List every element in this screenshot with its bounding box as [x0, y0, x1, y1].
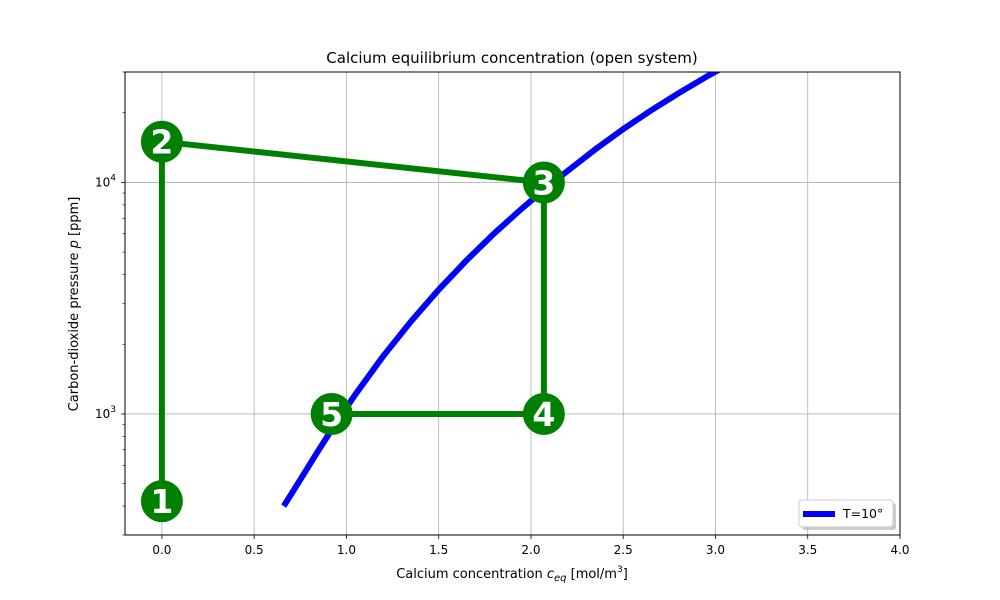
series-line [281, 72, 722, 508]
path-marker [522, 161, 565, 204]
chart-title: Calcium equilibrium concentration (open … [326, 49, 697, 67]
x-axis: 0.0 0.5 1.0 1.5 2.0 2.5 3.0 3.5 4.0 [152, 535, 910, 557]
path-marker-label: 4 [532, 395, 555, 434]
path-marker-label: 5 [320, 395, 343, 434]
path-marker [140, 120, 183, 163]
y-axis-label: Carbon-dioxide pressure p [ppm] [67, 197, 82, 412]
x-tick-label: 1.0 [337, 543, 356, 557]
x-tick-label: 3.0 [706, 543, 725, 557]
plot-area [158, 72, 722, 508]
axes-frame [124, 71, 901, 536]
x-tick-label: 2.0 [521, 543, 540, 557]
process-path-line [158, 138, 547, 502]
path-marker [522, 392, 565, 435]
path-marker-label: 3 [532, 163, 555, 202]
x-tick-label: 0.5 [245, 543, 264, 557]
x-tick-label: 2.5 [614, 543, 633, 557]
grid [125, 72, 901, 535]
y-axis: 103 104 [95, 71, 125, 536]
path-markers: 1 2 3 4 5 [140, 120, 565, 523]
path-marker-label: 1 [150, 482, 173, 521]
legend-box [798, 499, 894, 528]
x-tick-label: 3.5 [798, 543, 817, 557]
legend: T=10° [798, 499, 896, 530]
path-marker [310, 392, 353, 435]
path-marker-label: 2 [150, 123, 173, 162]
legend-label: T=10° [842, 506, 883, 521]
x-tick-label: 4.0 [890, 543, 909, 557]
path-marker [140, 480, 183, 523]
x-tick-label: 0.0 [152, 543, 171, 557]
x-tick-label: 1.5 [429, 543, 448, 557]
y-tick-label: 104 [95, 173, 116, 189]
y-tick-label: 103 [95, 405, 116, 421]
x-axis-label: Calcium concentration ceq [mol/m3] [396, 565, 628, 584]
